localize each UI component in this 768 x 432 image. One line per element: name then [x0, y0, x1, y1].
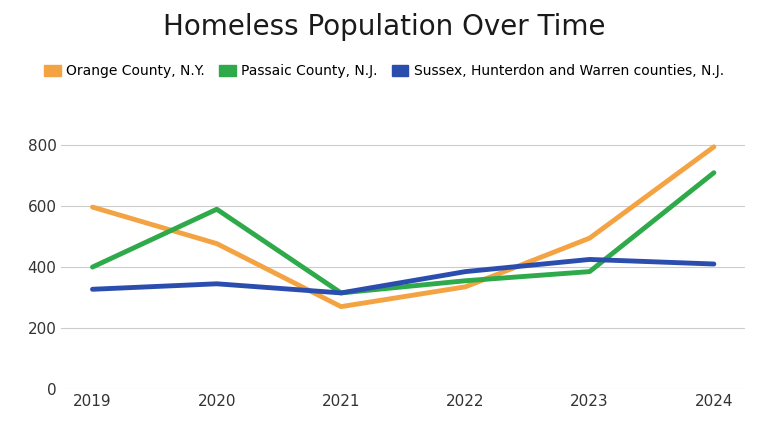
Sussex, Hunterdon and Warren counties, N.J. — [336, 290, 346, 295]
Orange County, N.Y. — [710, 144, 719, 149]
Sussex, Hunterdon and Warren counties, N.J. — [585, 257, 594, 262]
Orange County, N.Y. — [212, 241, 221, 246]
Sussex, Hunterdon and Warren counties, N.J. — [88, 287, 97, 292]
Line: Sussex, Hunterdon and Warren counties, N.J.: Sussex, Hunterdon and Warren counties, N… — [92, 260, 714, 293]
Passaic County, N.J. — [585, 269, 594, 274]
Line: Passaic County, N.J.: Passaic County, N.J. — [92, 173, 714, 293]
Orange County, N.Y. — [585, 235, 594, 241]
Legend: Orange County, N.Y., Passaic County, N.J., Sussex, Hunterdon and Warren counties: Orange County, N.Y., Passaic County, N.J… — [38, 59, 730, 84]
Orange County, N.Y. — [461, 284, 470, 289]
Sussex, Hunterdon and Warren counties, N.J. — [212, 281, 221, 286]
Passaic County, N.J. — [212, 206, 221, 212]
Orange County, N.Y. — [88, 204, 97, 210]
Passaic County, N.J. — [88, 264, 97, 270]
Text: Homeless Population Over Time: Homeless Population Over Time — [163, 13, 605, 41]
Sussex, Hunterdon and Warren counties, N.J. — [461, 269, 470, 274]
Passaic County, N.J. — [710, 170, 719, 175]
Passaic County, N.J. — [461, 278, 470, 283]
Orange County, N.Y. — [336, 304, 346, 309]
Sussex, Hunterdon and Warren counties, N.J. — [710, 261, 719, 267]
Passaic County, N.J. — [336, 290, 346, 295]
Line: Orange County, N.Y.: Orange County, N.Y. — [92, 147, 714, 307]
